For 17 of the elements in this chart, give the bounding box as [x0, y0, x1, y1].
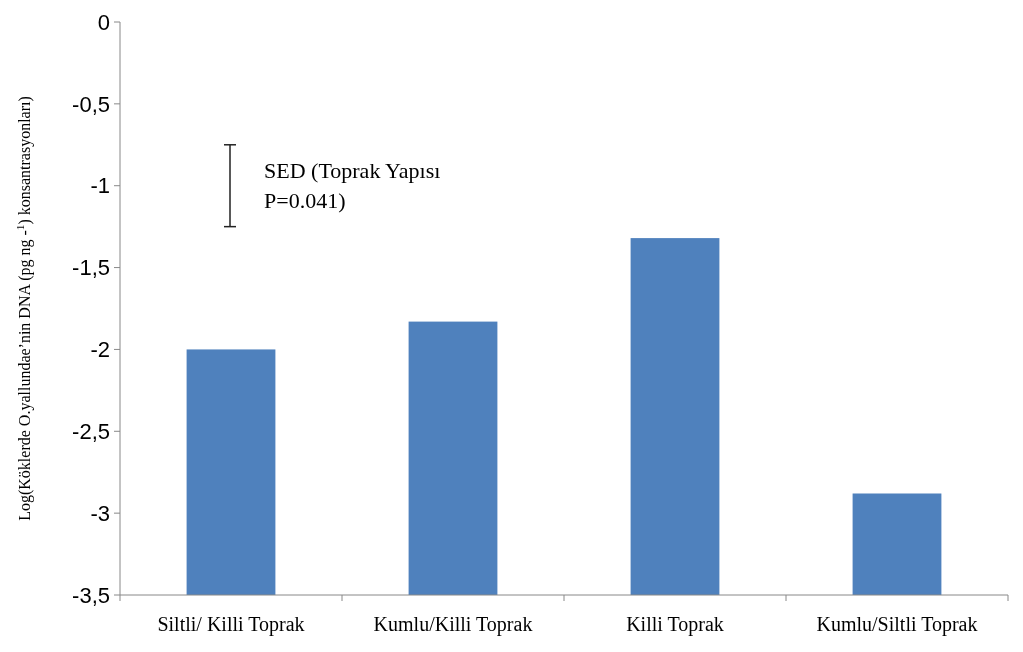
y-tick-label: -1 — [90, 173, 110, 199]
y-tick-label: -3 — [90, 500, 110, 526]
y-tick-label: -0,5 — [72, 91, 110, 117]
x-tick-label: Killi Toprak — [626, 613, 724, 636]
y-tick-label: 0 — [97, 9, 110, 35]
bar — [852, 493, 942, 595]
y-tick-label: -3,5 — [72, 582, 110, 608]
bar — [186, 349, 276, 595]
y-tick-label: -2,5 — [72, 418, 110, 444]
x-tick-label: Kumlu/Killi Toprak — [373, 613, 533, 636]
bar — [630, 238, 720, 595]
bar — [408, 321, 498, 595]
y-tick-label: -1,5 — [72, 255, 110, 281]
y-tick-label: -2 — [90, 337, 110, 363]
x-tick-label: Kumlu/Siltli Toprak — [816, 613, 978, 636]
x-tick-label: Siltli/ Killi Toprak — [157, 613, 305, 636]
annotation: SED (Toprak Yapısı P=0.041) — [264, 157, 441, 213]
